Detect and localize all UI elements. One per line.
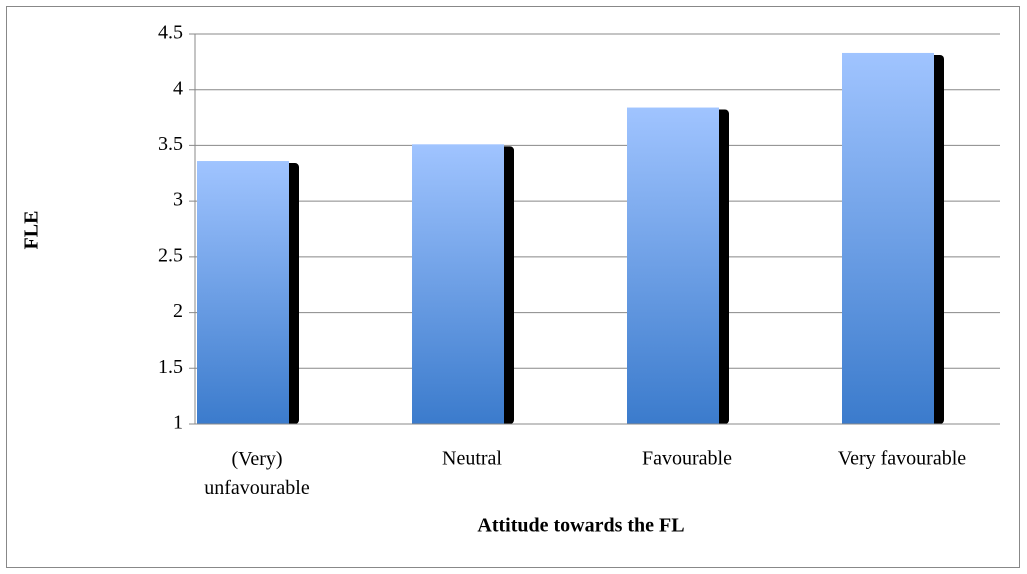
x-axis-title: Attitude towards the FL	[477, 515, 684, 537]
y-tick-label: 2	[173, 300, 183, 322]
y-tick-label: 1	[173, 412, 183, 434]
y-tick-label: 2.5	[158, 244, 183, 266]
y-tick-label: 3	[173, 189, 183, 211]
x-tick-label: Neutral	[442, 448, 502, 470]
bar	[412, 144, 504, 425]
y-tick-label: 4	[173, 77, 183, 99]
bar	[627, 107, 719, 425]
y-tick-label: 3.5	[158, 133, 183, 155]
y-tick-label: 1.5	[158, 356, 183, 378]
x-tick-label: Very favourable	[838, 448, 966, 470]
y-tick-label: 4.5	[158, 22, 183, 44]
x-tick-label: Favourable	[642, 448, 732, 470]
bar	[842, 52, 934, 424]
bar	[197, 161, 289, 424]
y-axis-title: FLE	[21, 211, 43, 250]
x-tick-label: (Very) unfavourable	[204, 448, 310, 499]
